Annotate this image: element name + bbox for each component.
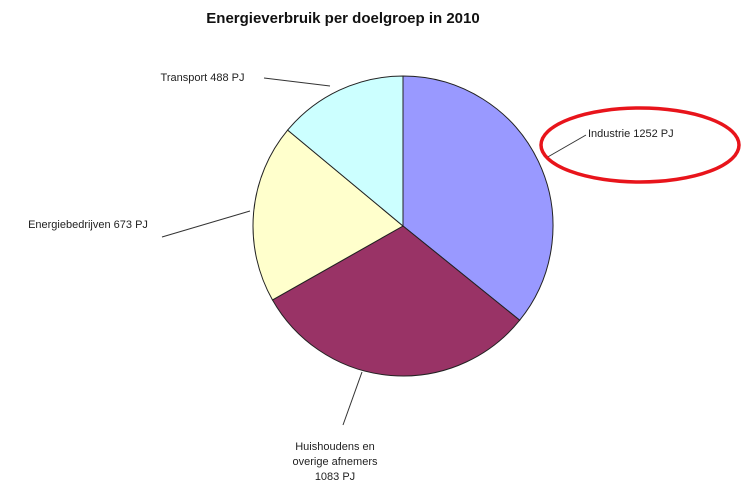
leader-line bbox=[342, 371, 363, 426]
highlight-circle bbox=[539, 106, 741, 184]
slice-label: Industrie 1252 PJ bbox=[588, 128, 674, 140]
slice-label: Transport 488 PJ bbox=[160, 72, 245, 84]
slice-label: Huishoudens en overige afnemers 1083 PJ bbox=[292, 441, 378, 483]
slice-label: Energiebedrijven 673 PJ bbox=[28, 219, 148, 231]
leader-line bbox=[263, 77, 331, 87]
leader-line bbox=[545, 134, 587, 159]
pie-slice bbox=[271, 225, 521, 377]
pie-slice bbox=[402, 75, 554, 321]
chart-title: Energieverbruik per doelgroep in 2010 bbox=[206, 10, 480, 27]
leader-line bbox=[161, 210, 251, 238]
pie-slice bbox=[286, 75, 404, 228]
pie-slice bbox=[252, 129, 404, 301]
